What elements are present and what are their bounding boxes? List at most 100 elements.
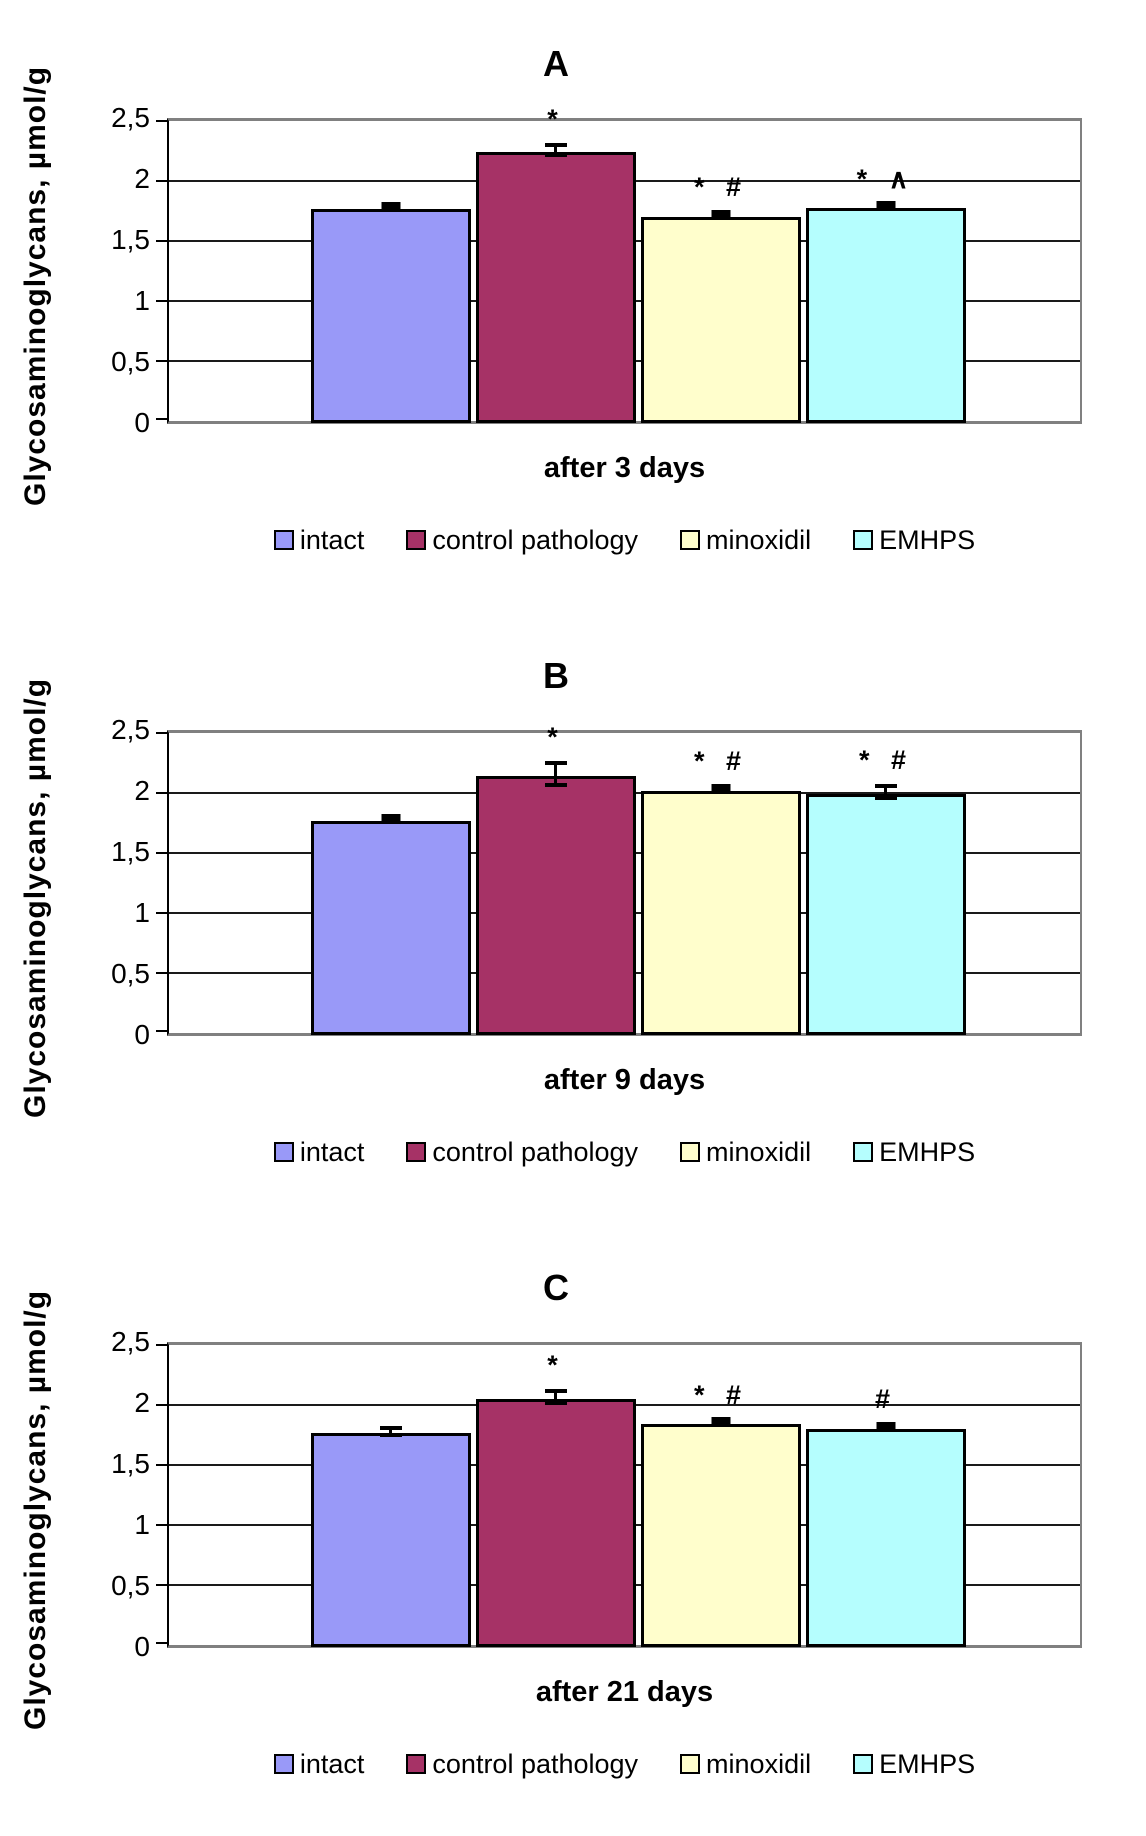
bar-EMHPS	[806, 208, 966, 423]
y-axis-tick	[156, 852, 167, 854]
chart-section: C Glycosaminoglycans, µmol/g 2,5 2 1,5 1 0,5…	[0, 1224, 1146, 1836]
legend: intact control pathology minoxidil EMHPS	[167, 1134, 1082, 1170]
error-marker	[711, 784, 731, 793]
legend: intact control pathology minoxidil EMHPS	[167, 522, 1082, 558]
y-tick-label: 2,5	[111, 714, 150, 745]
y-tick-labels: 2,5 2 1,5 1 0,5 0	[0, 715, 150, 1050]
y-axis-tick	[156, 240, 167, 242]
error-bar	[554, 763, 557, 785]
legend-label: EMHPS	[879, 1136, 976, 1167]
legend-swatch	[273, 530, 294, 550]
y-axis-tick	[156, 1524, 167, 1526]
significance-annotation: * #	[693, 172, 749, 202]
bar-intact	[311, 1433, 471, 1647]
legend-swatch	[406, 1754, 427, 1774]
legend-swatch	[406, 1142, 427, 1162]
y-tick-label: 2	[134, 1387, 150, 1418]
y-tick-label: 0,5	[111, 1570, 150, 1601]
y-tick-label: 2,5	[111, 1326, 150, 1357]
bar-slot-control-pathology: *	[476, 1345, 636, 1647]
legend-swatch	[853, 1142, 874, 1162]
plot-area: * * # * ∧	[156, 105, 1082, 424]
significance-annotation: *	[547, 722, 565, 752]
legend-item-minoxidil: minoxidil	[680, 1137, 811, 1168]
legend-swatch	[853, 530, 874, 550]
y-axis-tick	[156, 1344, 167, 1346]
bar-control-pathology	[476, 152, 636, 423]
bar-slot-EMHPS: * #	[806, 733, 966, 1035]
bar-slot-control-pathology: *	[476, 723, 636, 1035]
bar-minoxidil	[641, 791, 801, 1035]
legend-label: EMHPS	[879, 1748, 976, 1779]
legend-swatch	[273, 1142, 294, 1162]
legend-item-intact: intact	[273, 1136, 365, 1168]
x-axis-label: after 21 days	[535, 1676, 714, 1708]
legend-label: control pathology	[432, 1748, 639, 1779]
y-axis-tick	[156, 120, 167, 122]
y-tick-label: 1,5	[111, 224, 150, 255]
legend-item-control-pathology: control pathology	[406, 1137, 638, 1168]
legend-label: control pathology	[432, 1136, 639, 1167]
bar-slot-EMHPS: * ∧	[806, 121, 966, 423]
legend-item-minoxidil: minoxidil	[680, 1749, 811, 1780]
legend-label: EMHPS	[879, 524, 976, 555]
legend-item-control-pathology: control pathology	[406, 525, 638, 556]
legend-swatch	[680, 1142, 701, 1162]
y-tick-label: 1	[134, 1509, 150, 1540]
y-tick-label: 2	[134, 163, 150, 194]
y-tick-labels: 2,5 2 1,5 1 0,5 0	[0, 103, 150, 438]
legend-label: control pathology	[432, 524, 639, 555]
y-axis-tick	[156, 418, 167, 420]
significance-annotation: * #	[693, 1380, 749, 1410]
legend-item-EMHPS: EMHPS	[853, 1749, 975, 1780]
error-bar	[389, 1428, 392, 1435]
y-axis-tick	[156, 1404, 167, 1406]
panel-title: A	[543, 42, 569, 84]
y-axis-tick	[156, 180, 167, 182]
y-axis-tick	[156, 912, 167, 914]
legend-label: minoxidil	[706, 1748, 812, 1779]
chart-section: B Glycosaminoglycans, µmol/g 2,5 2 1,5 1 0,5…	[0, 612, 1146, 1224]
legend-swatch	[853, 1754, 874, 1774]
y-axis-tick	[156, 972, 167, 974]
bar-EMHPS	[806, 1429, 966, 1647]
legend-label: minoxidil	[706, 1136, 812, 1167]
plot-area: * * # * #	[156, 723, 1082, 1036]
bar-intact	[311, 209, 471, 423]
y-tick-label: 1	[134, 285, 150, 316]
legend-swatch	[273, 1754, 294, 1774]
legend-label: minoxidil	[706, 524, 812, 555]
bar-slot-intact	[311, 121, 471, 423]
legend-label: intact	[299, 524, 365, 555]
y-axis-tick	[156, 1030, 167, 1032]
bar-slot-control-pathology: *	[476, 105, 636, 423]
plot-area: * * # #	[156, 1342, 1082, 1648]
error-bar	[884, 786, 887, 798]
y-tick-label: 2,5	[111, 102, 150, 133]
bar-EMHPS	[806, 794, 966, 1035]
legend-item-EMHPS: EMHPS	[853, 1137, 975, 1168]
error-marker	[876, 1422, 896, 1431]
legend-label: intact	[299, 1136, 365, 1167]
y-tick-label: 0	[134, 1019, 150, 1050]
significance-annotation: *	[547, 104, 565, 134]
legend-swatch	[680, 1754, 701, 1774]
legend-item-intact: intact	[273, 1749, 364, 1780]
legend-swatch	[680, 530, 701, 550]
error-marker	[711, 1417, 731, 1426]
panel-title: C	[543, 1266, 569, 1308]
y-tick-label: 1,5	[111, 1448, 150, 1479]
error-marker	[711, 210, 731, 219]
significance-annotation: * #	[693, 746, 749, 776]
legend-item-control-pathology: control pathology	[406, 1749, 638, 1780]
y-tick-label: 1,5	[111, 836, 150, 867]
panel-title: B	[543, 654, 569, 696]
y-tick-labels: 2,5 2 1,5 1 0,5 0	[0, 1327, 150, 1662]
y-axis-tick	[156, 360, 167, 362]
bar-intact	[311, 821, 471, 1035]
y-tick-label: 0	[134, 1631, 150, 1662]
error-marker	[381, 814, 401, 823]
bar-slot-EMHPS: #	[806, 1345, 966, 1647]
bar-control-pathology	[476, 776, 636, 1035]
y-tick-label: 0,5	[111, 346, 150, 377]
